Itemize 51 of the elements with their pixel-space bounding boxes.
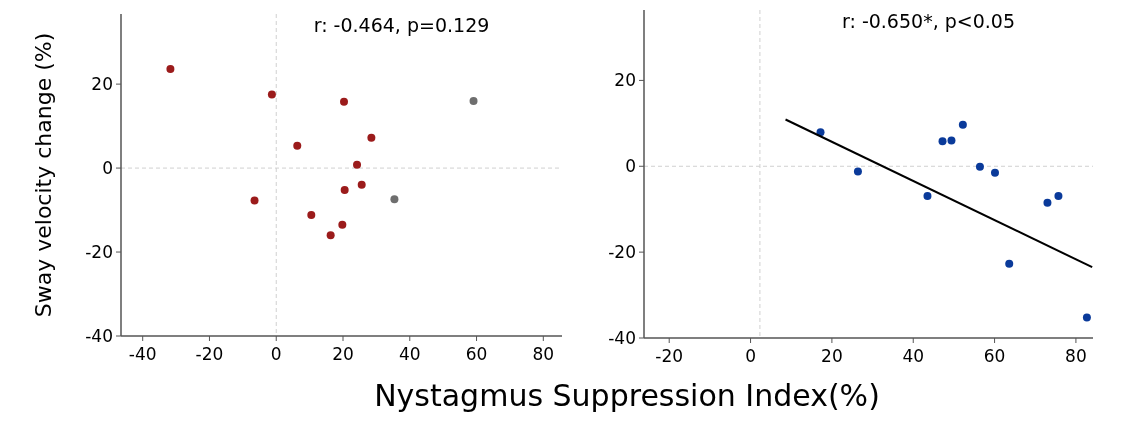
x-axis-title: Nystagmus Suppression Index(%) xyxy=(374,378,880,413)
x-tick-label: 80 xyxy=(1065,346,1087,366)
point xyxy=(338,220,347,229)
y-tick-label: 0 xyxy=(625,156,636,177)
point xyxy=(1005,259,1014,268)
x-tick-label: 80 xyxy=(532,344,555,364)
point xyxy=(923,191,932,200)
y-axis-title: Sway velocity change (%) xyxy=(31,32,56,318)
point xyxy=(958,120,967,129)
point xyxy=(1054,191,1063,200)
x-tick-label: 20 xyxy=(821,346,843,366)
point xyxy=(1082,313,1091,322)
y-tick-label: -20 xyxy=(608,242,636,263)
x-tick-label: 40 xyxy=(902,346,925,366)
point xyxy=(975,162,984,171)
point xyxy=(340,185,349,194)
point xyxy=(390,195,399,204)
point xyxy=(307,211,316,220)
x-tick-label: 0 xyxy=(745,346,756,366)
y-tick-label: 20 xyxy=(614,70,636,91)
x-tick-label: 40 xyxy=(398,344,421,364)
x-tick-label: 60 xyxy=(465,344,488,364)
point xyxy=(990,168,999,177)
point xyxy=(340,97,348,106)
x-tick-label: 0 xyxy=(270,344,282,364)
x-tick-label: -20 xyxy=(655,346,684,366)
y-tick-label: -40 xyxy=(85,325,113,346)
chart-title: r: -0.650*, p<0.05 xyxy=(841,10,1016,32)
point xyxy=(267,90,276,99)
point xyxy=(293,141,302,150)
point xyxy=(166,65,175,73)
point xyxy=(353,160,362,169)
y-tick-label: 0 xyxy=(102,158,113,179)
point xyxy=(816,128,825,137)
point xyxy=(469,96,478,105)
point xyxy=(947,136,956,145)
x-tick-label: 20 xyxy=(332,344,354,364)
point xyxy=(250,196,259,205)
x-tick-label: -20 xyxy=(195,344,224,364)
y-tick-label: 20 xyxy=(91,74,113,95)
x-tick-label: 60 xyxy=(983,346,1006,366)
point xyxy=(326,231,335,240)
point xyxy=(1043,198,1052,207)
chart-title: r: -0.464, p=0.129 xyxy=(313,14,490,36)
point xyxy=(357,180,366,189)
point xyxy=(367,133,376,142)
y-tick-label: -20 xyxy=(85,241,113,262)
y-tick-label: -40 xyxy=(608,327,636,348)
x-tick-label: -40 xyxy=(128,344,157,364)
point xyxy=(938,137,947,146)
point xyxy=(853,167,862,176)
